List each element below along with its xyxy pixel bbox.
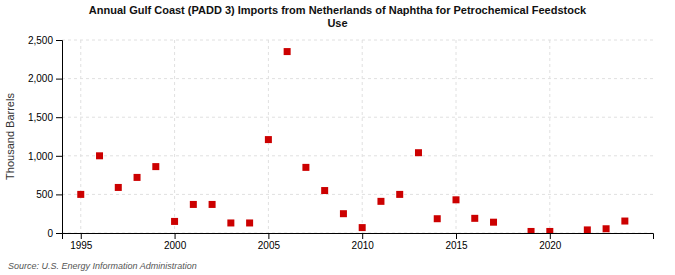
point: [302, 164, 309, 171]
title: Annual Gulf Coast (PADD 3) Imports from …: [89, 4, 587, 29]
point: [246, 219, 253, 226]
tick-mark: [56, 40, 62, 41]
y-axis-title: Thousand Barrels: [4, 93, 16, 180]
point: [621, 218, 628, 225]
tick-mark: [81, 233, 82, 239]
tick-label: 2000: [164, 240, 187, 251]
axis-line: [63, 234, 654, 240]
grid-line: [62, 155, 653, 156]
point: [134, 174, 141, 181]
point: [152, 163, 159, 170]
tick: 500: [36, 189, 62, 200]
tick: 2010: [352, 233, 375, 251]
point: [453, 196, 460, 203]
point: [434, 215, 441, 222]
tick: 2,500: [28, 35, 62, 46]
tick-label: 2010: [352, 240, 375, 251]
grid-line: [456, 40, 457, 233]
grid-line: [80, 40, 81, 233]
point: [340, 210, 347, 217]
point: [415, 149, 422, 156]
grid-line: [62, 117, 653, 118]
point: [584, 226, 591, 233]
tick-mark: [175, 233, 176, 239]
y-axis: 0 500 1,000 1,500 2,000 2,500: [28, 35, 63, 239]
tick-label: 1,000: [28, 151, 53, 162]
grid-line: [362, 40, 363, 233]
point: [471, 215, 478, 222]
tick-mark: [56, 156, 62, 157]
axis-line: [56, 41, 63, 234]
tick-mark: [56, 117, 62, 118]
tick-label: 2015: [445, 240, 468, 251]
x-axis: 1995 2000 2005 2010 2015 2020: [63, 233, 654, 251]
tick: 1,500: [28, 112, 62, 123]
tick: 2000: [164, 233, 187, 251]
tick-mark: [56, 79, 62, 80]
tick: 2,000: [28, 73, 62, 84]
point: [96, 152, 103, 159]
point: [284, 48, 291, 55]
grid-line: [549, 40, 550, 233]
tick: 0: [47, 228, 62, 239]
point: [190, 201, 197, 208]
tick: 1,000: [28, 151, 62, 162]
tick: 2015: [445, 233, 468, 251]
tick-label: 1995: [70, 240, 93, 251]
point: [227, 219, 234, 226]
tick-mark: [362, 233, 363, 239]
grid-line: [62, 78, 653, 79]
tick: 2020: [539, 233, 562, 251]
grid-line: [62, 194, 653, 195]
point: [528, 228, 535, 233]
annotation: Source: U.S. Energy Information Administ…: [8, 261, 197, 271]
points: [77, 48, 628, 233]
point: [115, 184, 122, 191]
point: [603, 225, 610, 232]
tick-mark: [456, 233, 457, 239]
point: [396, 191, 403, 198]
tick-label: 2,000: [28, 73, 53, 84]
tick-mark: [56, 233, 62, 234]
point: [209, 201, 216, 208]
grid-line: [174, 40, 175, 233]
chart: 1995 2000 2005 2010 2015 2020 0 500 1,000 1,500 2,…: [0, 0, 675, 275]
tick: 1995: [70, 233, 93, 251]
grid-line: [62, 40, 653, 41]
tick-mark: [550, 233, 551, 239]
grid: [62, 40, 653, 233]
point: [546, 228, 553, 233]
chart-container: 1995 2000 2005 2010 2015 2020 0 500 1,000 1,500 2,…: [0, 0, 675, 275]
tick-label: 2020: [539, 240, 562, 251]
point: [265, 136, 272, 143]
tick: 2005: [258, 233, 281, 251]
point: [490, 219, 497, 226]
plot: 1995 2000 2005 2010 2015 2020 0 500 1,000 1,500 2,…: [28, 35, 654, 251]
tick-label: 2,500: [28, 35, 53, 46]
point: [321, 187, 328, 194]
tick-mark: [56, 194, 62, 195]
point: [377, 198, 384, 205]
tick-label: 500: [36, 189, 53, 200]
tick-label: 0: [47, 228, 53, 239]
point: [171, 218, 178, 225]
point: [77, 191, 84, 198]
tick-label: 2005: [258, 240, 281, 251]
tick-label: 1,500: [28, 112, 53, 123]
tick-mark: [268, 233, 269, 239]
point: [359, 224, 366, 231]
